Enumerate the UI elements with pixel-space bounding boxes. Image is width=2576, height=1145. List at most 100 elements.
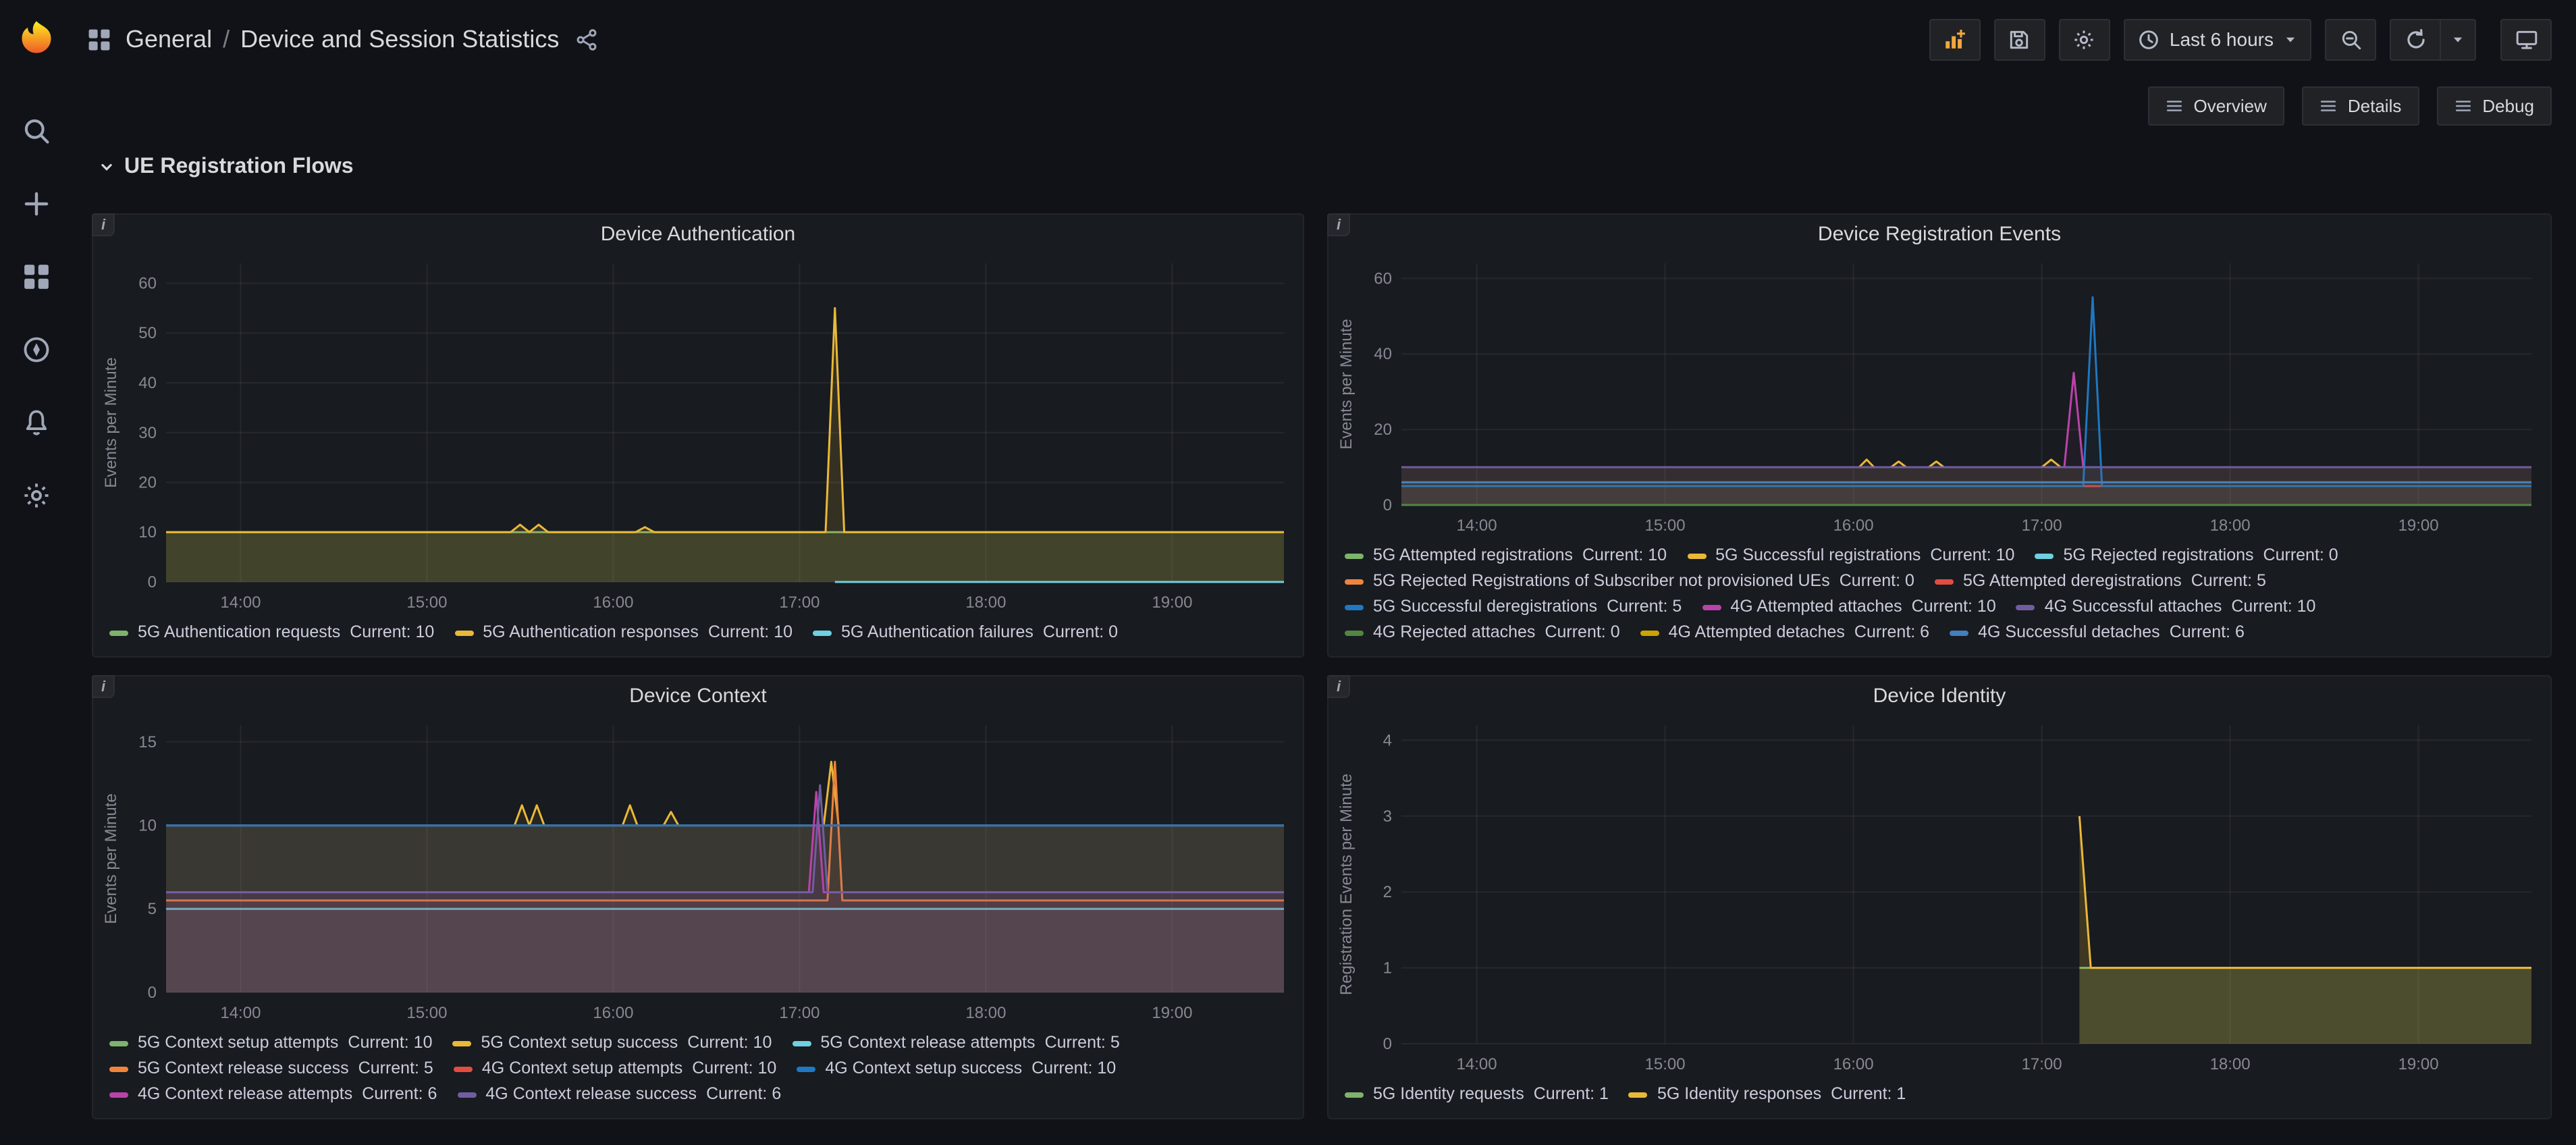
breadcrumb-separator: /: [223, 25, 230, 52]
series-name: 4G Context release attempts: [138, 1084, 353, 1103]
svg-text:20: 20: [1374, 421, 1392, 439]
save-dashboard-button[interactable]: [1993, 18, 2045, 60]
series-current-value: Current: 5: [1044, 1033, 1120, 1052]
svg-text:Events per Minute: Events per Minute: [1337, 319, 1356, 449]
legend-item[interactable]: 5G Context release attempts Current: 5: [792, 1030, 1120, 1056]
legend-item[interactable]: 4G Context release success Current: 6: [457, 1082, 781, 1107]
panel-info-icon[interactable]: i: [92, 213, 115, 236]
legend-item[interactable]: 5G Rejected Registrations of Subscriber …: [1345, 568, 1914, 594]
breadcrumb-folder[interactable]: General: [126, 25, 213, 52]
series-name: 4G Successful detaches: [1978, 622, 2160, 641]
chart-legend: 5G Attempted registrations Current: 10 5G …: [1329, 540, 2550, 656]
navbar-actions: Last 6 hours: [1929, 18, 2552, 60]
svg-text:16:00: 16:00: [1833, 1055, 1874, 1073]
svg-text:2: 2: [1383, 883, 1392, 901]
legend-item[interactable]: 5G Attempted deregistrations Current: 5: [1934, 568, 2266, 594]
zoom-out-time-button[interactable]: [2325, 18, 2376, 60]
svg-text:16:00: 16:00: [593, 1004, 633, 1022]
series-current-value: Current: 0: [1042, 622, 1119, 641]
legend-item[interactable]: 5G Authentication failures Current: 0: [813, 620, 1118, 645]
series-color-swatch: [109, 1066, 128, 1071]
timeseries-chart[interactable]: 0 5 10 15 14:00 15:00 16:00 17:00 18:00 19:00 Even…: [99, 714, 1297, 1028]
grafana-logo[interactable]: [18, 19, 55, 57]
link-button-overview[interactable]: Overview: [2147, 86, 2284, 125]
legend-item[interactable]: 4G Rejected attaches Current: 0: [1345, 620, 1620, 645]
panel-title[interactable]: Device Authentication: [600, 222, 796, 245]
legend-item[interactable]: 4G Attempted detaches Current: 6: [1640, 620, 1929, 645]
svg-text:50: 50: [138, 324, 157, 342]
svg-text:19:00: 19:00: [1152, 1004, 1192, 1022]
svg-text:Events per Minute: Events per Minute: [102, 793, 120, 924]
series-color-swatch: [797, 1066, 816, 1071]
legend-item[interactable]: 5G Identity responses Current: 1: [1628, 1082, 1906, 1107]
dashboard-settings-button[interactable]: [2058, 18, 2110, 60]
svg-text:14:00: 14:00: [1457, 516, 1497, 535]
panel-title[interactable]: Device Registration Events: [1817, 222, 2062, 245]
series-color-swatch: [454, 630, 474, 635]
svg-text:15:00: 15:00: [406, 1004, 447, 1022]
series-current-value: Current: 1: [1831, 1084, 1906, 1103]
refresh-button-group: [2390, 18, 2476, 60]
series-color-swatch: [109, 1040, 128, 1046]
legend-item[interactable]: 5G Context setup attempts Current: 10: [109, 1030, 432, 1056]
series-current-value: Current: 10: [1582, 545, 1667, 564]
panel-title[interactable]: Device Identity: [1873, 684, 2006, 707]
time-range-label: Last 6 hours: [2169, 28, 2274, 50]
configuration-gear-icon[interactable]: [22, 481, 51, 510]
series-current-value: Current: 10: [350, 622, 435, 641]
legend-item[interactable]: 5G Successful registrations Current: 10: [1687, 543, 2014, 568]
series-name: 5G Context release success: [138, 1059, 349, 1077]
link-button-debug[interactable]: Debug: [2436, 86, 2552, 125]
refresh-interval-dropdown[interactable]: [2441, 18, 2476, 60]
series-current-value: Current: 10: [1930, 545, 2015, 564]
series-current-value: Current: 10: [1031, 1059, 1117, 1077]
add-panel-button[interactable]: [1929, 18, 1981, 60]
time-range-picker[interactable]: Last 6 hours: [2123, 18, 2311, 60]
series-current-value: Current: 6: [2169, 622, 2245, 641]
search-icon[interactable]: [22, 116, 51, 146]
create-plus-icon[interactable]: [22, 189, 51, 219]
refresh-button[interactable]: [2390, 18, 2441, 60]
share-icon[interactable]: [575, 26, 602, 53]
alerting-bell-icon[interactable]: [22, 408, 51, 437]
legend-item[interactable]: 4G Context setup success Current: 10: [797, 1056, 1116, 1082]
legend-item[interactable]: 5G Authentication requests Current: 10: [109, 620, 434, 645]
series-current-value: Current: 10: [1911, 597, 1996, 616]
kiosk-mode-button[interactable]: [2500, 18, 2552, 60]
series-name: 5G Authentication requests: [138, 622, 341, 641]
panel-info-icon[interactable]: i: [1327, 675, 1350, 698]
series-name: 4G Context release success: [485, 1084, 697, 1103]
breadcrumb-dashboard-title[interactable]: Device and Session Statistics: [240, 25, 560, 52]
panel-title[interactable]: Device Context: [629, 684, 767, 707]
legend-item[interactable]: 5G Context setup success Current: 10: [452, 1030, 772, 1056]
panel-info-icon[interactable]: i: [92, 675, 115, 698]
series-name: 4G Context setup attempts: [481, 1059, 683, 1077]
svg-text:10: 10: [138, 817, 157, 835]
legend-item[interactable]: 4G Successful detaches Current: 6: [1950, 620, 2245, 645]
legend-item[interactable]: 4G Context release attempts Current: 6: [109, 1082, 437, 1107]
legend-item[interactable]: 4G Successful attaches Current: 10: [2016, 594, 2315, 620]
row-header-ue-registration-flows[interactable]: UE Registration Flows: [97, 151, 2552, 184]
legend-item[interactable]: 5G Successful deregistrations Current: 5: [1345, 594, 1682, 620]
timeseries-chart[interactable]: 0 10 20 30 40 50 60 14:00 15:00 16:00 17:00 18:00 19…: [99, 252, 1297, 617]
series-current-value: Current: 0: [1545, 622, 1620, 641]
svg-text:40: 40: [1374, 345, 1392, 363]
legend-item[interactable]: 4G Attempted attaches Current: 10: [1702, 594, 1996, 620]
panel-info-icon[interactable]: i: [1327, 213, 1350, 236]
svg-text:Events per Minute: Events per Minute: [102, 357, 120, 487]
link-button-details[interactable]: Details: [2301, 86, 2419, 125]
dashboards-icon[interactable]: [22, 262, 51, 292]
legend-item[interactable]: 5G Context release success Current: 5: [109, 1056, 433, 1082]
series-name: 5G Rejected registrations: [2063, 545, 2254, 564]
legend-item[interactable]: 5G Identity requests Current: 1: [1345, 1082, 1609, 1107]
series-name: 4G Successful attaches: [2044, 597, 2222, 616]
legend-item[interactable]: 5G Rejected registrations Current: 0: [2035, 543, 2338, 568]
legend-item[interactable]: 4G Context setup attempts Current: 10: [453, 1056, 776, 1082]
legend-item[interactable]: 5G Attempted registrations Current: 10: [1345, 543, 1667, 568]
sidebar: [0, 0, 73, 1145]
explore-compass-icon[interactable]: [22, 335, 51, 365]
timeseries-chart[interactable]: 0 1 2 3 4 14:00 15:00 16:00 17:00 18:00 19:00 Regis…: [1334, 714, 2545, 1079]
timeseries-chart[interactable]: 0 20 40 60 14:00 15:00 16:00 17:00 18:00 19:00 Eve…: [1334, 252, 2545, 540]
series-current-value: Current: 5: [2191, 571, 2266, 590]
legend-item[interactable]: 5G Authentication responses Current: 10: [454, 620, 793, 645]
